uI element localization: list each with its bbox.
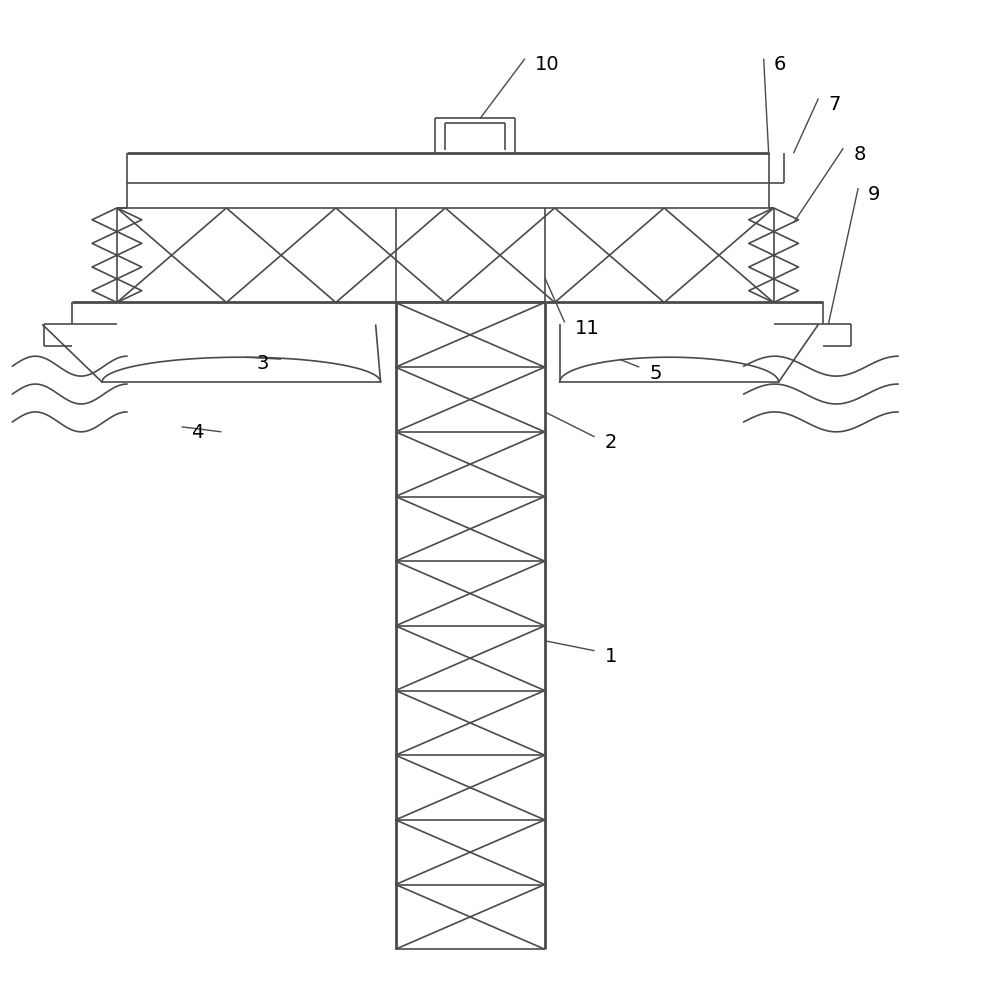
Text: 3: 3: [256, 353, 269, 373]
Text: 1: 1: [604, 646, 617, 666]
Text: 6: 6: [774, 55, 786, 75]
Text: 9: 9: [868, 184, 881, 204]
Text: 8: 8: [853, 144, 866, 164]
Text: 11: 11: [575, 318, 599, 338]
Text: 10: 10: [535, 55, 559, 75]
Text: 2: 2: [604, 432, 617, 452]
Text: 4: 4: [192, 422, 204, 442]
Text: 5: 5: [649, 363, 662, 383]
Text: 7: 7: [828, 94, 841, 114]
